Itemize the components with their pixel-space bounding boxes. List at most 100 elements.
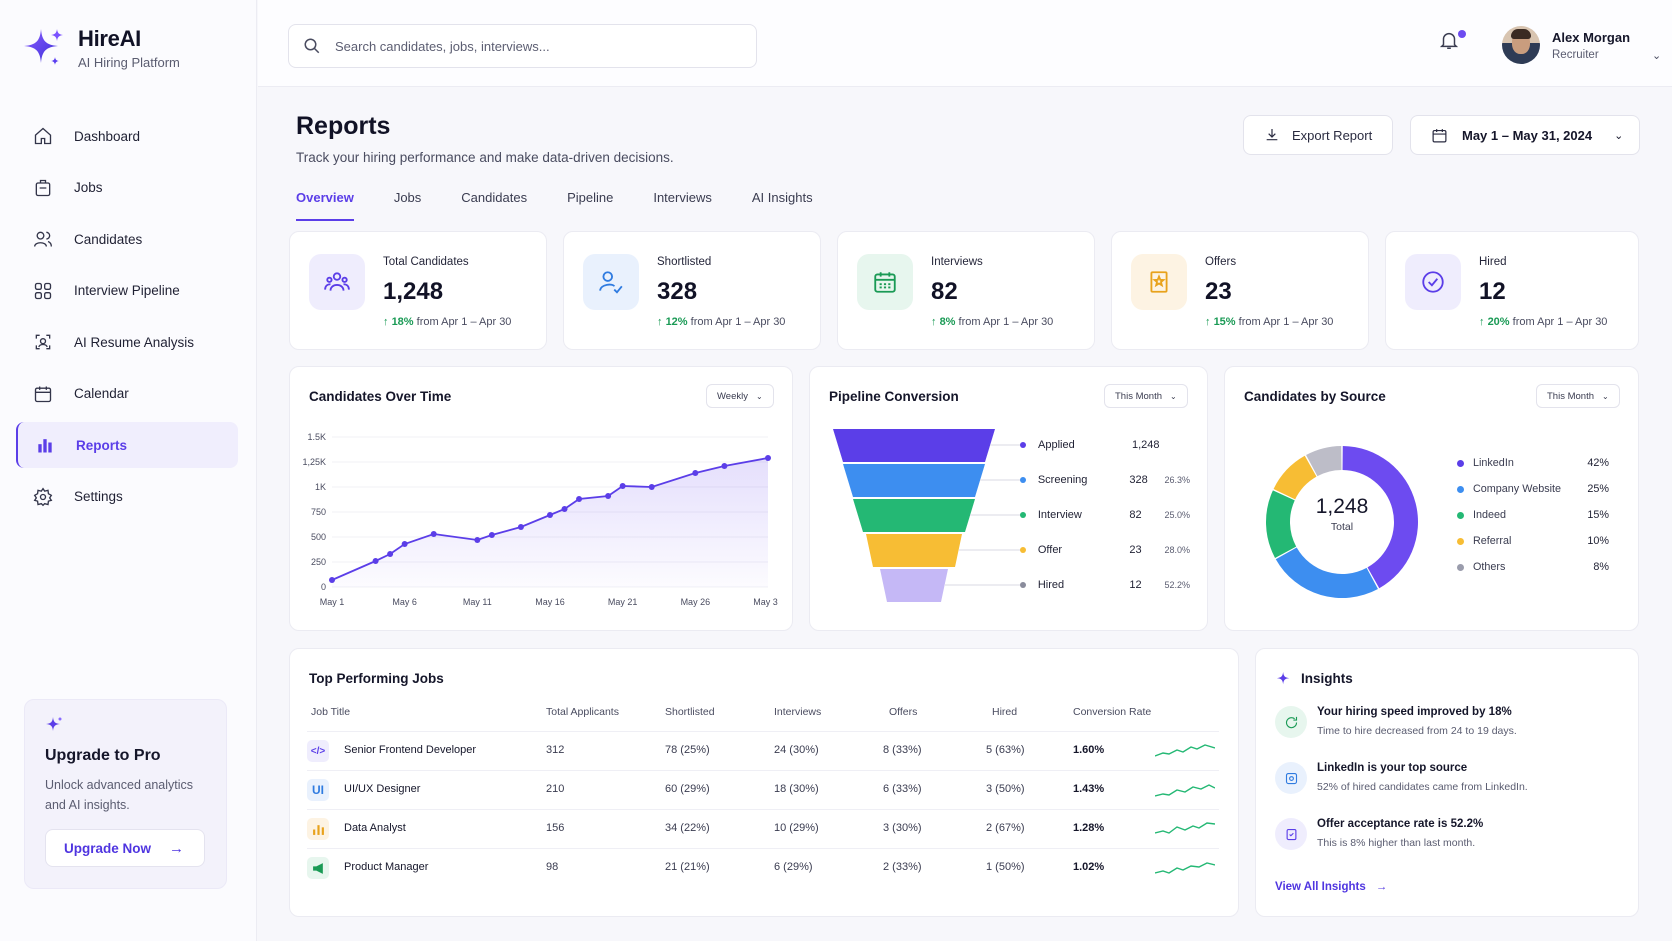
upgrade-now-button[interactable]: Upgrade Now → — [45, 829, 205, 867]
donut-slice — [1342, 446, 1418, 589]
tab-overview[interactable]: Overview — [296, 190, 354, 222]
chevron-down-icon: ⌄ — [1170, 391, 1177, 401]
sidebar-item-settings[interactable]: Settings — [16, 474, 238, 520]
y-tick-label: 1.5K — [307, 432, 326, 442]
stage-name: Hired — [1037, 579, 1065, 591]
funnel-legend-row: Interview 82 25.0% — [1020, 507, 1190, 523]
view-all-insights-link[interactable]: View All Insights → — [1275, 881, 1387, 893]
kpi-card-interviews[interactable]: Interviews 82 ↑ 8% from Apr 1 – Apr 30 — [837, 231, 1095, 350]
donut-chart — [1266, 446, 1418, 598]
download-icon — [1266, 129, 1278, 141]
x-tick-label: May 31 — [753, 597, 778, 607]
search-input[interactable]: Search candidates, jobs, interviews... — [288, 24, 757, 68]
user-menu[interactable]: Alex Morgan Recruiter ⌄ — [1502, 26, 1661, 64]
data-point — [401, 541, 408, 547]
shortlisted: 78 (25%) — [665, 744, 710, 756]
sidebar-item-ai-resume-analysis[interactable]: AI Resume Analysis — [16, 319, 238, 365]
tab-pipeline[interactable]: Pipeline — [567, 190, 614, 205]
brand-name: HireAI — [78, 26, 141, 51]
kpi-card-total-candidates[interactable]: Total Candidates 1,248 ↑ 18% from Apr 1 … — [289, 231, 547, 350]
y-tick-label: 750 — [311, 507, 326, 517]
sidebar-item-candidates[interactable]: Candidates — [16, 216, 238, 262]
data-point — [474, 537, 481, 543]
tab-jobs[interactable]: Jobs — [393, 190, 422, 205]
notifications-button[interactable] — [1438, 29, 1470, 61]
hired: 5 (63%) — [986, 744, 1025, 756]
sidebar-item-interview-pipeline[interactable]: Interview Pipeline — [16, 268, 238, 314]
sparkle-icon — [1276, 671, 1290, 685]
sidebar-item-reports[interactable]: Reports — [16, 422, 238, 468]
chevron-down-icon: ⌄ — [755, 391, 763, 401]
kpi-label: Total Candidates — [383, 256, 469, 268]
sparkline — [1155, 822, 1215, 834]
kpi-card-offers[interactable]: Offers 23 ↑ 15% from Apr 1 – Apr 30 — [1111, 231, 1369, 350]
insight-item[interactable]: Offer acceptance rate is 52.2% This is 8… — [1275, 818, 1605, 864]
calendar-icon — [34, 386, 52, 402]
shortlisted: 60 (29%) — [665, 783, 710, 795]
legend-dot — [1457, 485, 1464, 493]
tab-ai-insights[interactable]: AI Insights — [751, 190, 813, 205]
brand[interactable]: HireAI AI Hiring Platform — [24, 26, 180, 70]
kpi-card-hired[interactable]: Hired 12 ↑ 20% from Apr 1 – Apr 30 — [1385, 231, 1639, 350]
table-row[interactable]: </> Senior Frontend Developer 312 78 (25… — [307, 731, 1219, 770]
source-name: Referral — [1473, 535, 1512, 547]
calendar-grid-icon — [857, 254, 913, 310]
kpi-card-shortlisted[interactable]: Shortlisted 328 ↑ 12% from Apr 1 – Apr 3… — [563, 231, 821, 350]
stage-name: Interview — [1037, 509, 1082, 521]
kpi-delta: ↑ 12% from Apr 1 – Apr 30 — [657, 316, 786, 328]
card-title: Insights — [1301, 671, 1353, 686]
funnel-legend-row: Offer 23 28.0% — [1020, 542, 1190, 558]
kpi-period: from Apr 1 – Apr 30 — [1238, 316, 1334, 328]
stage-value: 82 — [1129, 509, 1142, 521]
sidebar-item-jobs[interactable]: Jobs — [16, 165, 238, 211]
funnel-legend-row: Hired 12 52.2% — [1020, 577, 1190, 593]
source-legend-row: Company Website 25% — [1457, 481, 1609, 497]
legend-dot — [1020, 512, 1026, 518]
sparkline — [1155, 744, 1215, 757]
sidebar-nav: Dashboard Jobs Candidates Interview Pipe… — [16, 113, 238, 525]
calendar-icon — [1432, 128, 1447, 142]
link-label: View All Insights — [1275, 881, 1366, 893]
upgrade-desc-line: Unlock advanced analytics — [45, 778, 193, 792]
card-title: Candidates Over Time — [309, 389, 452, 404]
funnel-stage-hired — [880, 569, 948, 602]
this-month-dropdown[interactable]: This Month ⌄ — [1536, 384, 1620, 408]
sidebar-item-calendar[interactable]: Calendar — [16, 371, 238, 417]
insight-item[interactable]: LinkedIn is your top source 52% of hired… — [1275, 762, 1605, 808]
home-icon — [34, 127, 52, 145]
legend-dot — [1457, 537, 1464, 545]
sidebar-item-dashboard[interactable]: Dashboard — [16, 113, 238, 159]
this-month-dropdown[interactable]: This Month ⌄ — [1104, 384, 1188, 408]
table-row[interactable]: Data Analyst 156 34 (22%) 10 (29%) 3 (30… — [307, 809, 1219, 848]
brand-subtitle: AI Hiring Platform — [78, 55, 180, 70]
kpi-value: 23 — [1205, 278, 1232, 305]
source-pct: 8% — [1593, 561, 1609, 573]
insight-desc: This is 8% higher than last month. — [1317, 837, 1476, 849]
interviews: 24 (30%) — [774, 744, 819, 756]
stage-name: Offer — [1037, 544, 1063, 556]
donut-slice — [1275, 547, 1378, 598]
source-pct: 25% — [1587, 483, 1609, 495]
table-row[interactable]: Product Manager 98 21 (21%) 6 (29%) 2 (3… — [307, 848, 1219, 887]
donut-total-label: Total — [1330, 521, 1354, 533]
y-tick-label: 250 — [311, 557, 326, 567]
donut-slice — [1266, 490, 1297, 558]
job-title: Product Manager — [344, 861, 429, 873]
search-icon — [304, 38, 320, 54]
insight-item[interactable]: Your hiring speed improved by 18% Time t… — [1275, 706, 1605, 752]
table-row[interactable]: UI UI/UX Designer 210 60 (29%) 18 (30%) … — [307, 770, 1219, 809]
card-title: Pipeline Conversion — [829, 389, 959, 404]
check-circle-icon — [1405, 254, 1461, 310]
tab-candidates[interactable]: Candidates — [461, 190, 528, 205]
source-name: Indeed — [1473, 509, 1507, 521]
export-report-button[interactable]: Export Report — [1243, 115, 1393, 155]
shortlisted: 21 (21%) — [665, 861, 710, 873]
job-title: Data Analyst — [344, 822, 406, 834]
kpi-delta: ↑ 20% from Apr 1 – Apr 30 — [1479, 316, 1608, 328]
interviews: 6 (29%) — [774, 861, 813, 873]
funnel-stage-interview — [853, 499, 975, 532]
weekly-dropdown[interactable]: Weekly ⌄ — [706, 384, 774, 408]
tab-interviews[interactable]: Interviews — [653, 190, 712, 205]
x-tick-label: May 26 — [681, 597, 711, 607]
date-range-picker[interactable]: May 1 – May 31, 2024 ⌄ — [1410, 115, 1640, 155]
